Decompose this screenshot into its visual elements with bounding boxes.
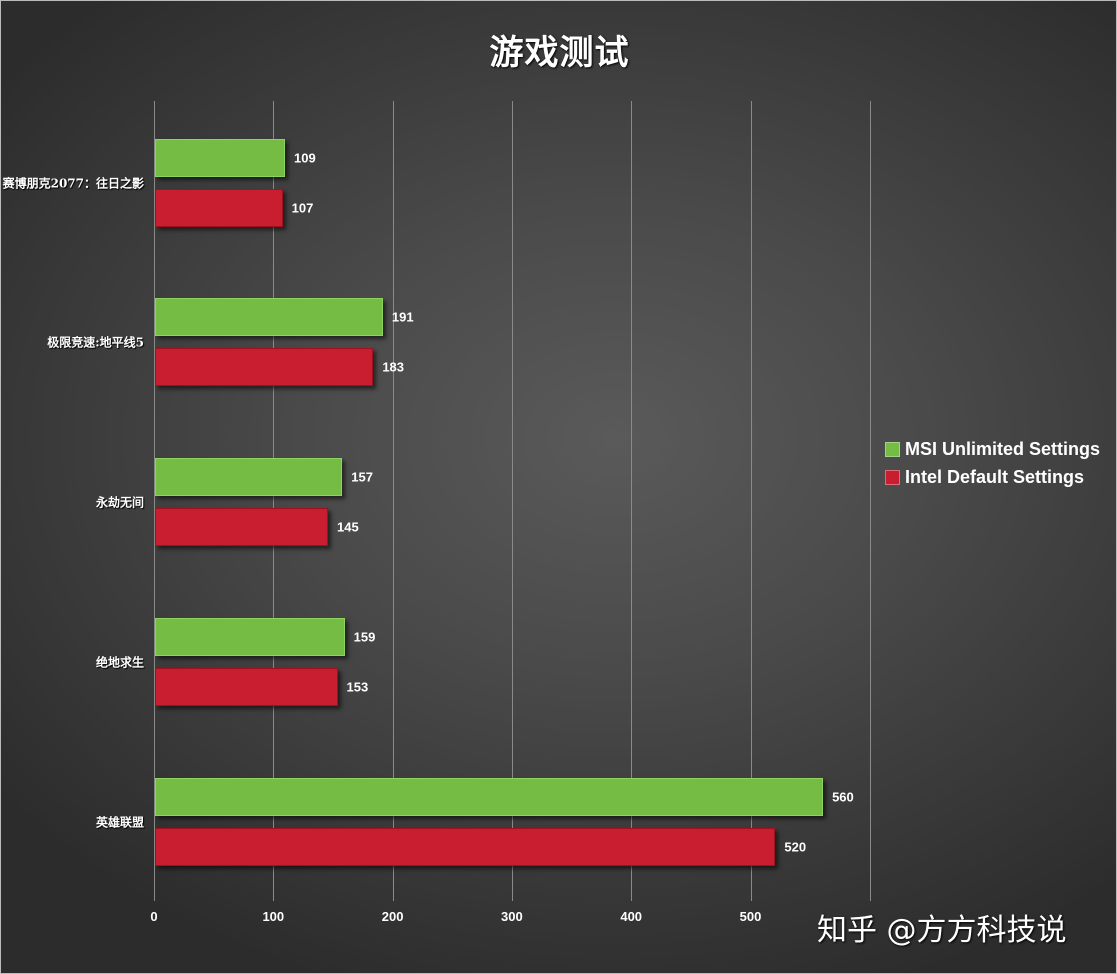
gridline <box>392 101 394 901</box>
legend-item: Intel Default Settings <box>885 463 1100 491</box>
value-label: 159 <box>353 629 376 645</box>
legend-label: MSI Unlimited Settings <box>905 438 1101 459</box>
gridline <box>869 101 871 901</box>
watermark: 知乎 @方方科技说 <box>817 913 1067 948</box>
value-label: 520 <box>784 839 807 855</box>
msi-bar <box>155 139 286 177</box>
gridline <box>273 101 275 901</box>
value-label: 191 <box>391 309 414 325</box>
msi-bar <box>155 458 343 496</box>
x-tick-label: 400 <box>620 909 643 924</box>
legend-label: Intel Default Settings <box>905 466 1085 487</box>
legend: MSI Unlimited Settings Intel Default Sett… <box>885 435 1100 491</box>
gridline <box>511 101 513 901</box>
intel-bar <box>155 508 328 546</box>
category-label: 赛博朋克2077：往日之影 <box>2 176 144 191</box>
msi-bar <box>155 298 383 336</box>
intel-bar <box>155 668 338 706</box>
category-label: 绝地求生 <box>95 655 144 670</box>
value-label: 183 <box>382 359 405 375</box>
x-tick-label: 500 <box>739 909 762 924</box>
msi-bar <box>155 618 345 656</box>
intel-bar <box>155 348 374 386</box>
intel-bar <box>155 189 283 227</box>
gridline <box>750 101 752 901</box>
value-label: 145 <box>336 519 359 535</box>
x-tick-label: 100 <box>262 909 285 924</box>
value-label: 157 <box>351 469 373 485</box>
value-label: 107 <box>291 200 314 216</box>
gridline <box>631 101 633 901</box>
legend-swatch <box>885 469 900 485</box>
x-tick-label: 200 <box>381 909 404 924</box>
x-tick-label: 0 <box>150 909 158 924</box>
legend-swatch <box>885 441 900 457</box>
chart-title: 游戏测试 <box>489 33 630 73</box>
category-label: 英雄联盟 <box>95 815 144 830</box>
value-label: 153 <box>346 679 369 695</box>
intel-bar <box>155 828 776 866</box>
plot-area: 0 100 200 300 400 500 赛博朋克2077：往日之影 109 107 极限竞速:… <box>3 101 874 924</box>
value-label: 560 <box>832 789 854 805</box>
value-label: 109 <box>294 150 316 166</box>
legend-item: MSI Unlimited Settings <box>885 435 1100 463</box>
msi-bar <box>155 778 824 816</box>
category-label: 永劫无间 <box>95 495 144 510</box>
gridline <box>154 101 155 901</box>
category-label: 极限竞速:地平线5 <box>47 335 144 350</box>
x-tick-label: 300 <box>501 909 523 924</box>
